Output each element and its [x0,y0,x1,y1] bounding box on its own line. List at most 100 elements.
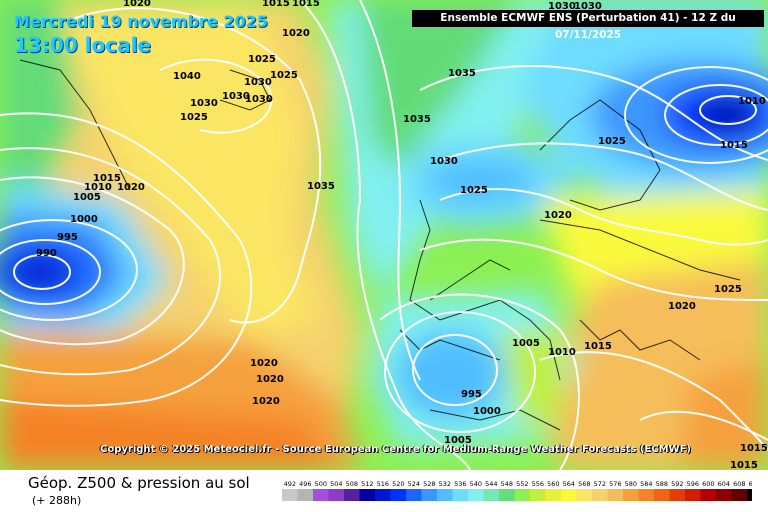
legend-tick-label: 576 [609,480,621,488]
pressure-label: 995 [57,232,78,243]
pressure-label: 1025 [598,136,626,147]
pressure-label: 1020 [117,182,145,193]
pressure-label: 1000 [473,406,501,417]
pressure-label: 1005 [73,192,101,203]
pressure-label: 1025 [180,112,208,123]
pressure-label: 1010 [548,347,576,358]
color-scale-legend: 492 496 500 504 508 512 516 520 524 528 532 536 540 5… [282,480,752,501]
pressure-label: 1020 [250,358,278,369]
pressure-label: 1025 [460,185,488,196]
legend-swatch [499,489,515,501]
legend-tick-label: 524 [408,480,420,488]
legend-tick-label: 520 [392,480,404,488]
legend-tick-label: 584 [640,480,652,488]
pressure-label: 1025 [248,54,276,65]
legend-tick-label: 492 [284,480,296,488]
pressure-label: 1020 [282,28,310,39]
legend-swatch [328,489,344,501]
pressure-label: 1015 [740,443,768,454]
isobar-labels: 1020 1015 1015 1020 1040 1030 1025 1030 … [36,0,768,470]
legend-swatch [747,489,752,501]
pressure-label: 1015 [262,0,290,9]
pressure-label: 1025 [270,70,298,81]
pressure-label: 1020 [123,0,151,9]
pressure-label: 1030 [222,91,250,102]
pressure-label: 1015 [584,341,612,352]
pressure-label: 1015 [720,140,748,151]
legend-tick-label: 596 [687,480,699,488]
legend-swatch [592,489,608,501]
legend-tick-label: 548 [501,480,513,488]
legend-tick-label: 544 [485,480,497,488]
legend-swatch [297,489,313,501]
isobars [0,0,768,470]
legend-swatch [607,489,623,501]
legend-tick-label: 600 [702,480,714,488]
legend-tick-label: 496 [299,480,311,488]
legend-swatch [623,489,639,501]
legend-tick-label: 508 [346,480,358,488]
pressure-label: 1015 [93,173,121,184]
pressure-label: 1030 [244,77,272,88]
pressure-label: 1005 [512,338,540,349]
pressure-label: 1030 [574,1,602,12]
legend-tick-label: 552 [516,480,528,488]
legend-swatch [359,489,375,501]
pressure-label: 995 [461,389,482,400]
legend-swatch [406,489,422,501]
copyright-notice: Copyright © 2025 Meteociel.fr - Source E… [100,444,691,455]
legend-tick-label: 516 [377,480,389,488]
legend-swatch [700,489,716,501]
pressure-label: 1040 [173,71,201,82]
pressure-label: 1025 [714,284,742,295]
legend-tick-label: 568 [578,480,590,488]
legend-tick-label: 532 [439,480,451,488]
legend-tick-label: 540 [470,480,482,488]
legend-tick-label: 612 [749,480,752,488]
pressure-label: 1010 [84,182,112,193]
legend-swatch [452,489,468,501]
legend-tick-label: 588 [656,480,668,488]
legend-tick-label: 512 [361,480,373,488]
legend-tick-label: 592 [671,480,683,488]
pressure-label: 1015 [730,460,758,470]
legend-swatch [638,489,654,501]
pressure-label: 1005 [444,435,472,446]
legend-swatch [561,489,577,501]
legend-tick-label: 536 [454,480,466,488]
legend-swatch [313,489,329,501]
pressure-label: 1035 [403,114,431,125]
pressure-label: 1030 [548,1,576,12]
legend-tick-label: 560 [547,480,559,488]
geopotential-shading [0,0,768,470]
legend-swatch [282,489,298,501]
legend-swatch [421,489,437,501]
pressure-label: 1030 [190,98,218,109]
legend-tick-label: 580 [625,480,637,488]
legend-swatch [685,489,701,501]
legend-tick-label: 500 [315,480,327,488]
pressure-label: 1030 [430,156,458,167]
pressure-label: 1035 [448,68,476,79]
legend-swatch [375,489,391,501]
product-title: Géop. Z500 & pression au sol [28,474,250,492]
legend-swatch [716,489,732,501]
forecast-date: Mercredi 19 novembre 2025 [14,12,268,31]
legend-tick-label: 504 [330,480,342,488]
legend-tick-label: 528 [423,480,435,488]
map-footer: Géop. Z500 & pression au sol (+ 288h) 49… [0,470,768,512]
local-time: 13:00 locale [14,33,151,57]
legend-swatch [514,489,530,501]
model-run-info: Ensemble ECMWF ENS (Perturbation 41) - 1… [412,10,764,41]
pressure-label: 1020 [252,396,280,407]
pressure-label: 1020 [256,374,284,385]
pressure-label: 1010 [738,96,766,107]
legend-swatch [483,489,499,501]
legend-tick-label: 564 [563,480,575,488]
pressure-label: 1030 [245,94,273,105]
pressure-label: 1020 [668,301,696,312]
legend-tick-label: 572 [594,480,606,488]
pressure-label: 1035 [307,181,335,192]
legend-swatch [437,489,453,501]
